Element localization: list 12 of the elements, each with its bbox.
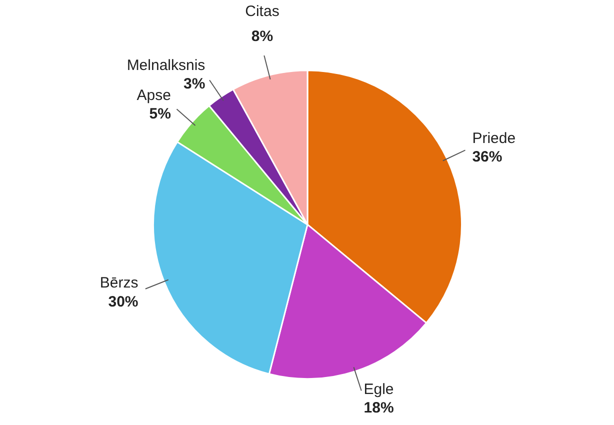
slice-label: Priede <box>472 130 516 147</box>
data-label: 8% <box>251 28 274 45</box>
slice-label: Apse <box>136 86 171 104</box>
data-label: 18% <box>364 400 394 417</box>
slice-label: Egle <box>364 381 394 398</box>
slice-label: Bērzs <box>100 274 138 292</box>
data-label: 5% <box>149 106 171 123</box>
data-label: 36% <box>472 148 502 166</box>
slice-label: Citas <box>245 3 280 20</box>
data-label: 3% <box>184 75 206 92</box>
data-label: 30% <box>108 293 138 310</box>
slice-label: Melnalksnis <box>126 56 206 74</box>
